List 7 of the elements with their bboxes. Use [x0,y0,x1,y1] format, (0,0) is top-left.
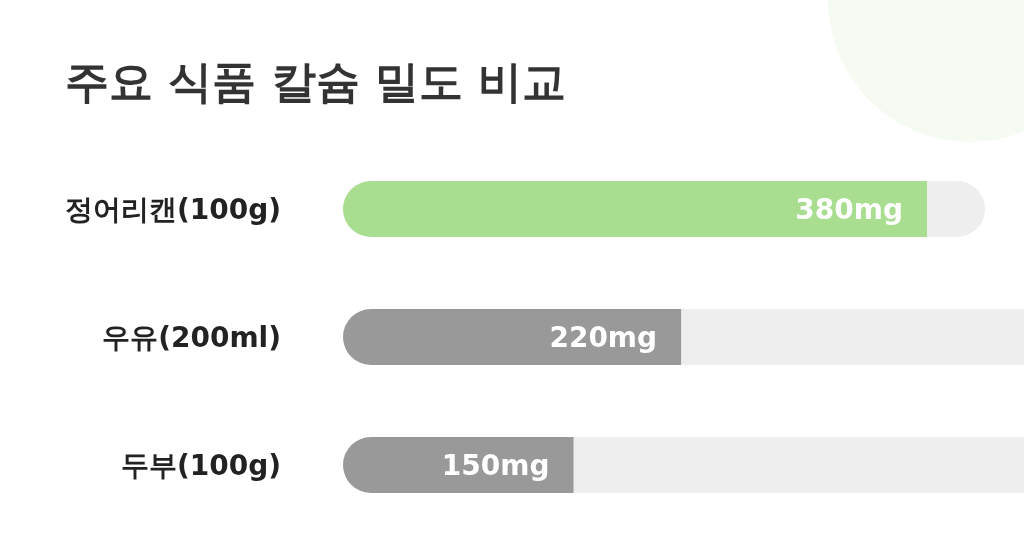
y-tick-label: 우유(200ml) [102,321,281,354]
data-label: 150mg [441,449,550,482]
chart-title: 주요 식품 칼슘 밀도 비교 [65,56,567,107]
data-label: 220mg [549,321,658,354]
data-label: 380mg [795,193,903,226]
y-tick-label: 정어리캔(100g) [64,193,281,226]
y-tick-label: 두부(100g) [120,449,281,482]
